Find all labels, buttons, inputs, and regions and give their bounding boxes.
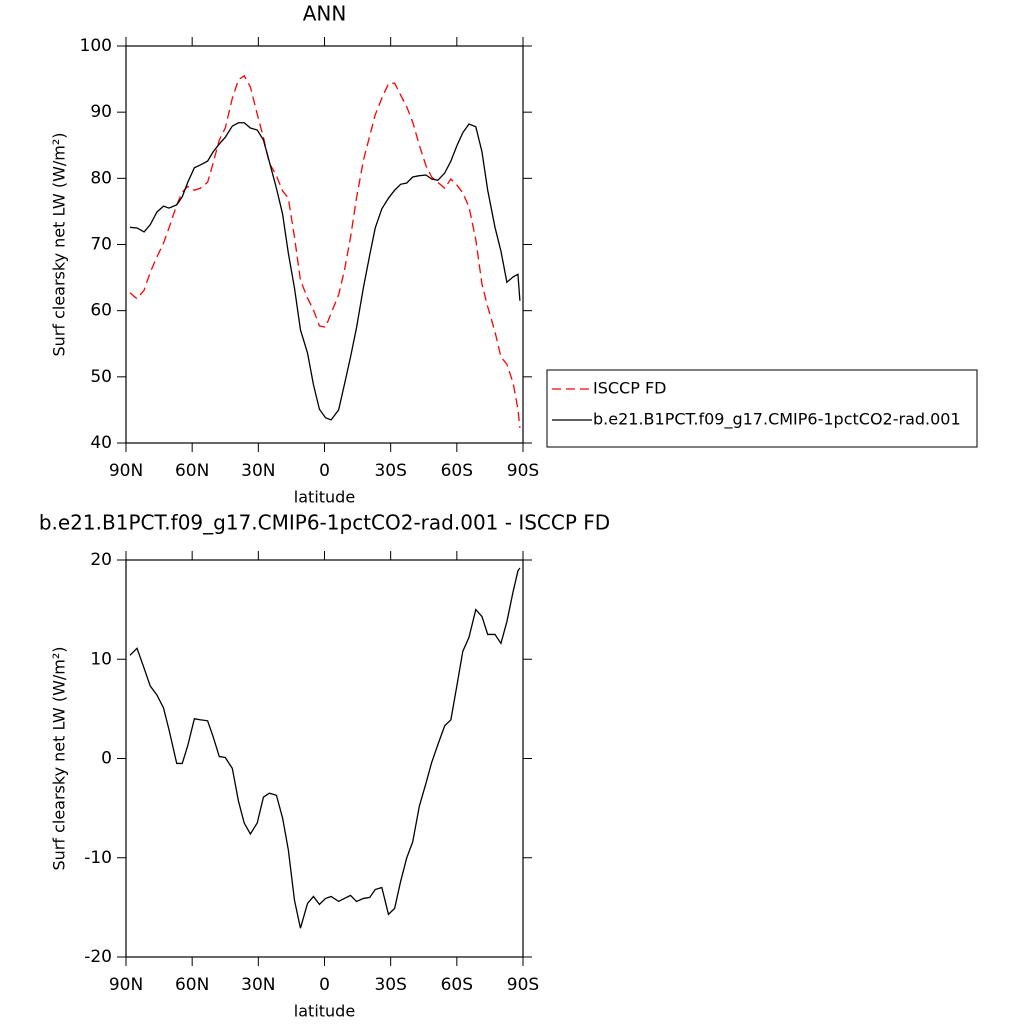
y-tick-label: 60 — [90, 301, 112, 321]
x-axis-label: latitude — [294, 488, 355, 507]
data-line — [129, 567, 521, 929]
y-axis-label: Surf clearsky net LW (W/m²) — [50, 132, 69, 356]
x-tick-label: 60S — [441, 461, 473, 481]
x-tick-label: 90N — [109, 461, 143, 481]
x-tick-label: 0 — [319, 975, 330, 995]
chart-title: ANN — [303, 2, 347, 26]
x-tick-label: 60N — [175, 461, 209, 481]
x-tick-label: 60N — [175, 975, 209, 995]
y-tick-label: -20 — [84, 947, 112, 967]
y-tick-label: 80 — [90, 168, 112, 188]
y-tick-label: 50 — [90, 367, 112, 387]
x-tick-label: 30S — [374, 975, 406, 995]
plot-frame — [125, 559, 524, 958]
x-tick-label: 60S — [441, 975, 473, 995]
y-axis-label: Surf clearsky net LW (W/m²) — [50, 646, 69, 870]
y-tick-label: 0 — [101, 749, 112, 769]
legend-label: ISCCP FD — [593, 379, 666, 398]
data-line — [129, 74, 521, 428]
y-tick-label: 90 — [90, 102, 112, 122]
x-tick-label: 90S — [507, 461, 539, 481]
x-tick-label: 90S — [507, 975, 539, 995]
y-tick-label: 100 — [80, 36, 112, 56]
y-tick-label: -10 — [84, 848, 112, 868]
x-tick-label: 30S — [374, 461, 406, 481]
x-tick-label: 30N — [241, 975, 275, 995]
x-tick-label: 0 — [319, 461, 330, 481]
y-tick-label: 40 — [90, 433, 112, 453]
legend-box — [546, 369, 978, 448]
plot-frame — [125, 45, 524, 444]
x-tick-label: 90N — [109, 975, 143, 995]
y-tick-label: 20 — [90, 550, 112, 570]
chart-title: b.e21.B1PCT.f09_g17.CMIP6-1pctCO2-rad.00… — [39, 511, 610, 535]
data-line — [129, 122, 521, 421]
y-tick-label: 10 — [90, 649, 112, 669]
x-axis-label: latitude — [294, 1002, 355, 1021]
x-tick-label: 30N — [241, 461, 275, 481]
legend-label: b.e21.B1PCT.f09_g17.CMIP6-1pctCO2-rad.00… — [593, 410, 961, 430]
y-tick-label: 70 — [90, 235, 112, 255]
